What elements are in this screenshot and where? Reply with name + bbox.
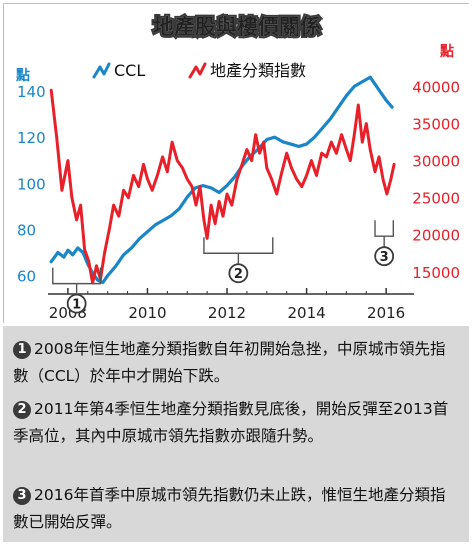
marker-label-2: 2 <box>234 267 243 282</box>
right-tick-label: 35000 <box>412 116 460 134</box>
marker-label-3: 3 <box>380 250 389 265</box>
left-axis-unit: 點 <box>16 67 30 84</box>
note-3: 3 2016年首季中原城市領先指數仍未止跌，惟恒生地產分類指數已開始反彈。 <box>13 482 459 536</box>
right-tick-label: 20000 <box>412 227 460 245</box>
right-axis-unit: 點 <box>440 43 454 60</box>
note-3-marker: 3 <box>13 487 31 505</box>
right-tick-label: 30000 <box>412 153 460 171</box>
axes: 2008 2010 2012 2014 201660801001201401500020… <box>17 79 460 322</box>
legend-label: 地產分類指數 <box>210 61 306 80</box>
bracket-3 <box>374 220 395 237</box>
chart-panel: 地產股與樓價關係 地產股與樓價關係 點 點 2008 2010 2012 2014 20… <box>3 3 470 324</box>
note-1-text: 2008年恒生地產分類指數自年初開始急挫，中原城市領先指數（CCL）於年中才開始… <box>13 340 446 385</box>
note-2-text: 2011年第4季恒生地產分類指數見底後，開始反彈至2013首季高位，其內中原城市… <box>13 400 449 445</box>
notes-panel: 1 2008年恒生地產分類指數自年初開始急挫，中原城市領先指數（CCL）於年中才開… <box>3 326 469 542</box>
marker-circle-2 <box>228 263 249 284</box>
chart: 地產股與樓價關係 地產股與樓價關係 點 點 2008 2010 2012 2014 20… <box>4 4 470 324</box>
note-2: 2 2011年第4季恒生地產分類指數見底後，開始反彈至2013首季高位，其內中原城… <box>13 396 459 450</box>
note-2-marker: 2 <box>13 401 31 419</box>
chart-title-outline: 地產股與樓價關係 <box>153 15 321 39</box>
left-tick-label: 120 <box>17 129 46 147</box>
right-tick-label: 25000 <box>412 190 460 208</box>
x-tick-label: 2012 <box>208 304 246 322</box>
x-tick-label: 2010 <box>128 304 166 322</box>
property-index-line <box>49 88 396 285</box>
note-1-marker: 1 <box>13 341 31 359</box>
left-tick-label: 140 <box>17 83 46 101</box>
legend-zigzag-icon <box>92 62 111 79</box>
marker-circle-1 <box>66 293 87 314</box>
bracket-1 <box>52 267 102 285</box>
marker-circle-3 <box>374 246 395 267</box>
marker-label-1: 1 <box>72 298 81 313</box>
left-tick-label: 60 <box>17 268 36 286</box>
left-tick-label: 100 <box>17 175 46 193</box>
series <box>49 75 396 285</box>
right-tick-label: 40000 <box>412 79 460 97</box>
legend-label: CCL <box>114 61 145 80</box>
x-tick-label: 2016 <box>367 304 405 322</box>
annotations: 1 2 3 <box>52 220 395 314</box>
x-tick-label: 2014 <box>287 304 325 322</box>
legend-zigzag-icon <box>188 62 207 79</box>
chart-title: 地產股與樓價關係 <box>153 15 321 39</box>
legend: CCL 地產分類指數 <box>92 61 306 80</box>
note-1: 1 2008年恒生地產分類指數自年初開始急挫，中原城市領先指數（CCL）於年中才開… <box>13 336 459 390</box>
right-tick-label: 15000 <box>412 264 460 282</box>
note-3-text: 2016年首季中原城市領先指數仍未止跌，惟恒生地產分類指數已開始反彈。 <box>13 486 446 531</box>
left-tick-label: 80 <box>17 221 36 239</box>
